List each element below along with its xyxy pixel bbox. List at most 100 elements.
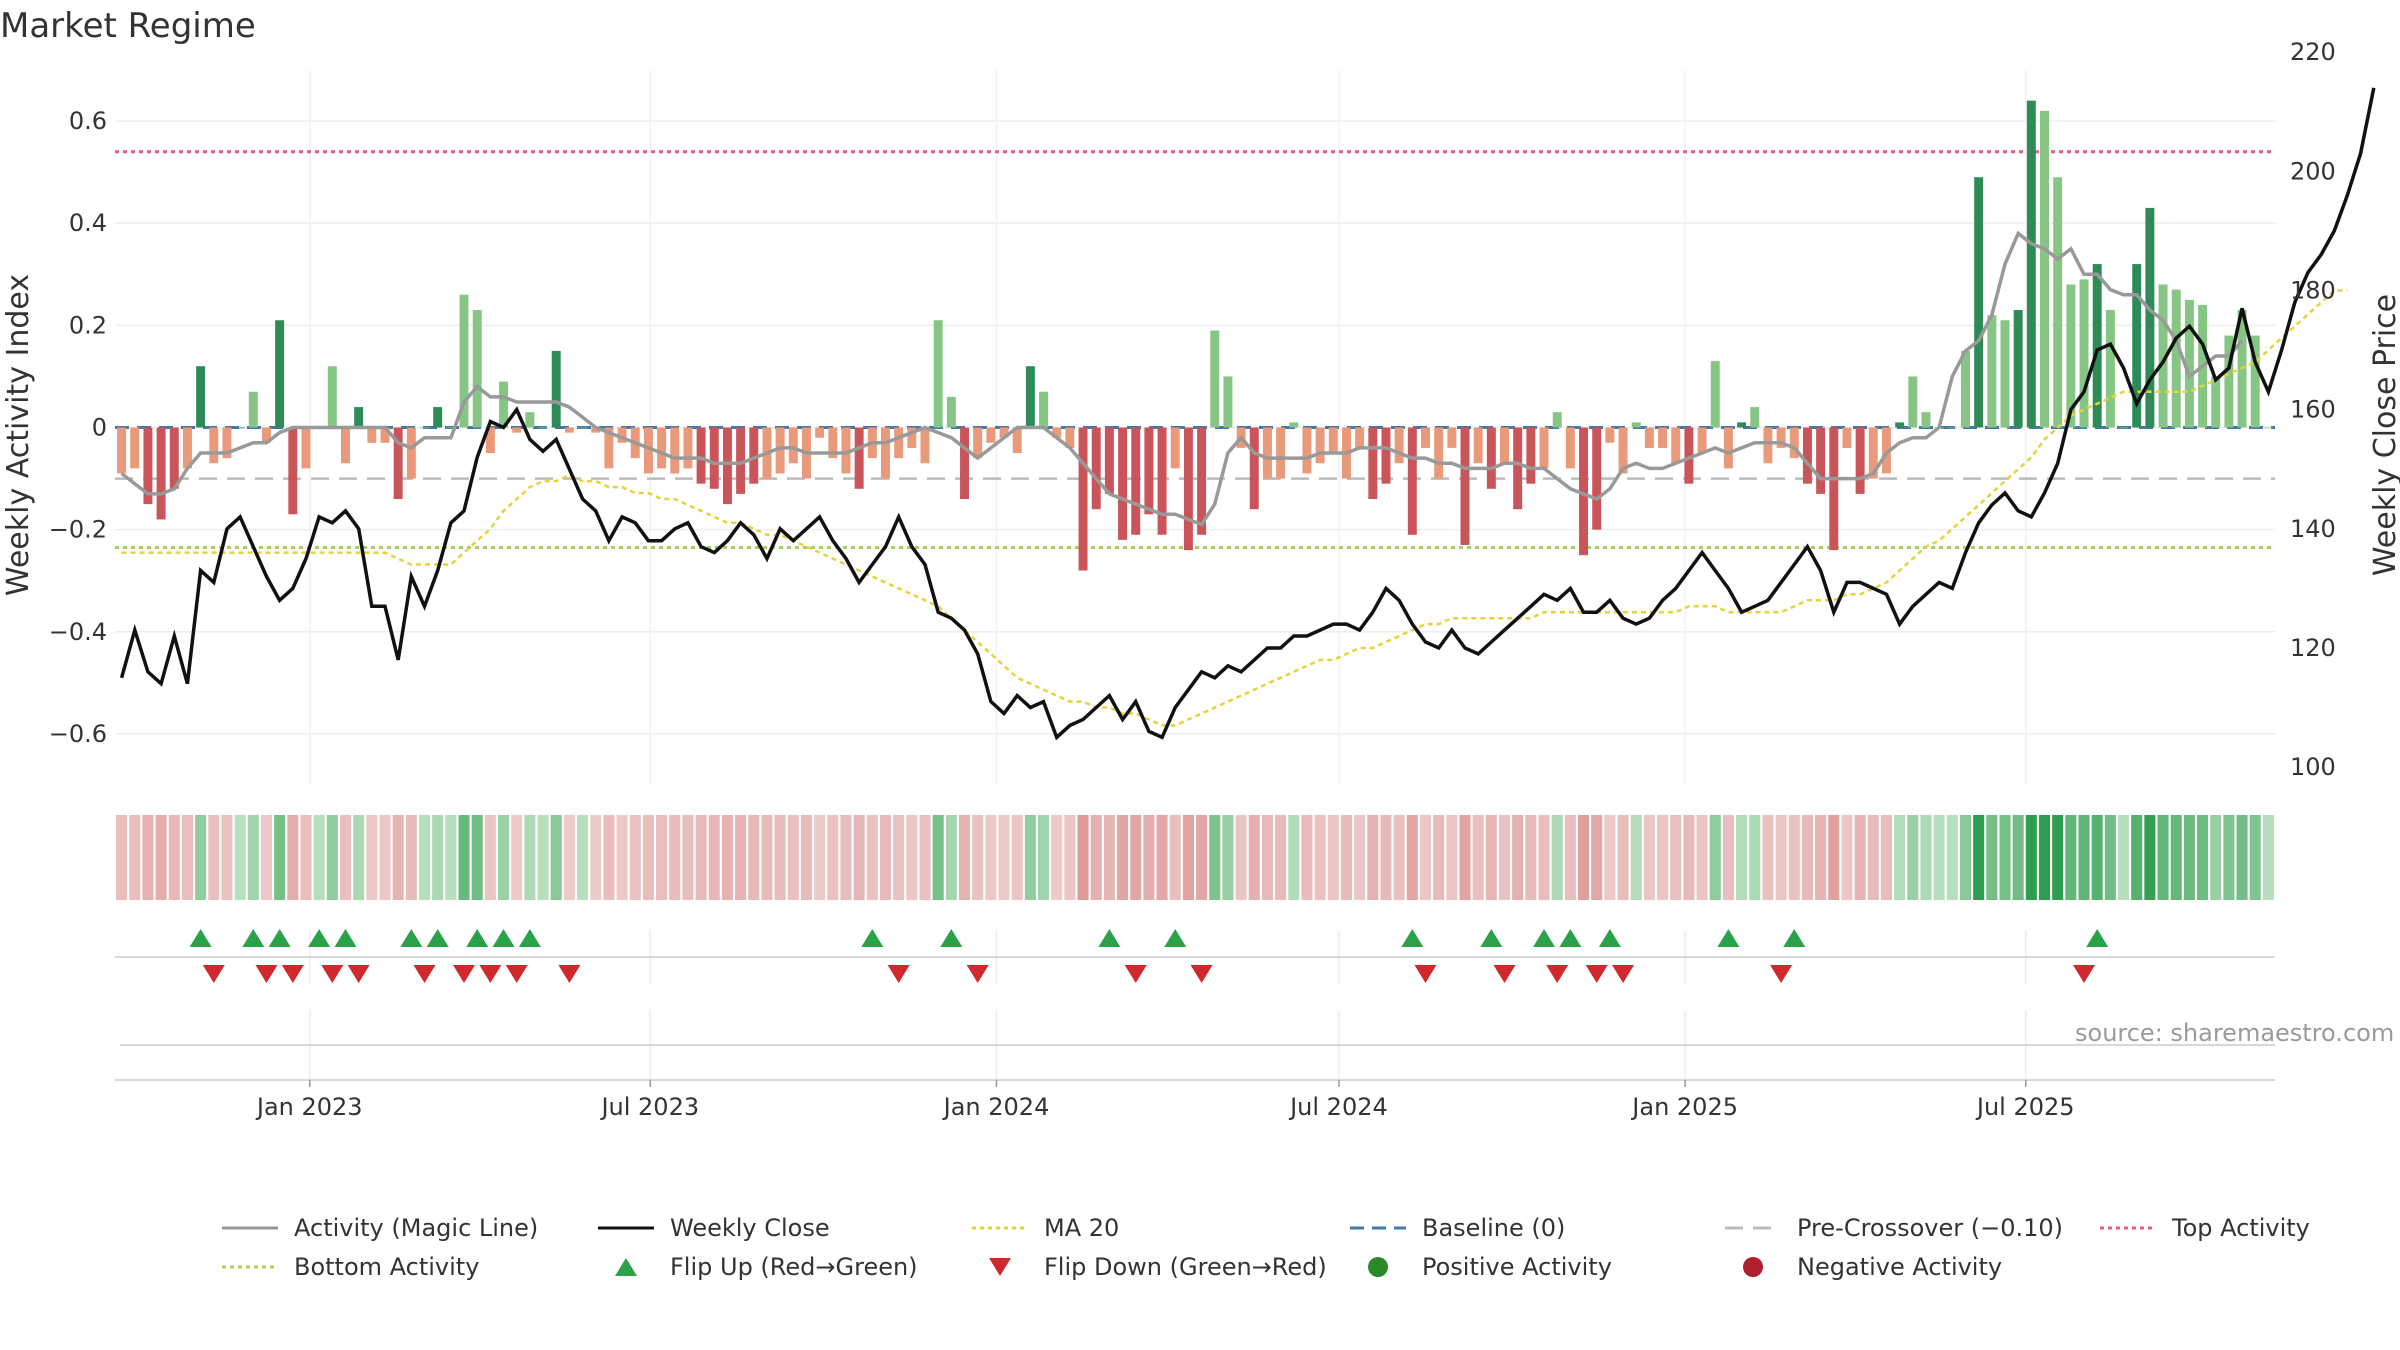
- activity-bar: [1039, 391, 1049, 428]
- legend-item: Baseline (0): [1350, 1214, 1565, 1242]
- heat-cell: [2131, 815, 2143, 900]
- activity-bar: [1631, 422, 1641, 428]
- legend-item: Flip Down (Green→Red): [989, 1253, 1327, 1281]
- heat-cell: [353, 815, 365, 900]
- activity-bar: [1210, 330, 1220, 428]
- heat-cell: [195, 815, 207, 900]
- heat-cell: [326, 815, 338, 900]
- activity-bar: [143, 427, 153, 505]
- heat-cell: [1038, 815, 1050, 900]
- flip-down-marker: [887, 965, 910, 983]
- regime-heat-strip: [116, 815, 2274, 900]
- activity-bar: [1197, 427, 1207, 535]
- flip-up-marker: [2086, 929, 2109, 947]
- flip-down-marker: [413, 965, 436, 983]
- y-axis-label: Weekly Activity Index: [1, 274, 36, 596]
- flip-up-marker: [242, 929, 265, 947]
- activity-bar: [894, 427, 904, 459]
- heat-cell: [1617, 815, 1629, 900]
- heat-cell: [1354, 815, 1366, 900]
- legend-label: Flip Down (Green→Red): [1044, 1253, 1327, 1281]
- x-tick-label: Jul 2023: [599, 1093, 699, 1121]
- activity-bar: [1921, 412, 1931, 428]
- heat-cell: [1959, 815, 1972, 900]
- activity-bar: [2132, 264, 2142, 428]
- heat-cell: [418, 815, 431, 900]
- heat-cell: [1209, 815, 1221, 900]
- heat-cell: [2262, 815, 2274, 900]
- activity-bar: [1671, 427, 1681, 464]
- y-tick-label: 0.2: [69, 311, 107, 339]
- activity-bar: [2158, 284, 2168, 428]
- heat-cell: [379, 815, 391, 900]
- heat-cell: [2197, 815, 2209, 900]
- heat-cell: [1498, 815, 1511, 900]
- flip-down-marker: [321, 965, 344, 983]
- heat-cell: [1380, 815, 1392, 900]
- activity-bar: [1789, 427, 1799, 459]
- y-tick-label: −0.2: [49, 516, 107, 544]
- legend-label: Activity (Magic Line): [294, 1214, 538, 1242]
- heat-cell: [919, 815, 931, 900]
- heat-cell: [603, 815, 615, 900]
- activity-bar: [788, 427, 798, 464]
- heat-cell: [1275, 815, 1287, 900]
- heat-cell: [893, 815, 905, 900]
- heat-cell: [1512, 815, 1524, 900]
- flip-up-marker: [1401, 929, 1424, 947]
- activity-bar: [512, 427, 522, 433]
- heat-cell: [1828, 815, 1840, 900]
- heat-cell: [1393, 815, 1405, 900]
- activity-bar: [367, 427, 377, 443]
- heat-cell: [1894, 815, 1906, 900]
- activity-bar: [1987, 315, 1997, 428]
- legend-swatch: [989, 1258, 1011, 1276]
- activity-bar: [1592, 427, 1602, 530]
- activity-bar: [551, 350, 561, 428]
- heat-cell: [1314, 815, 1326, 900]
- flip-down-marker: [966, 965, 989, 983]
- activity-bar: [1315, 427, 1325, 464]
- activity-bar: [2119, 427, 2129, 429]
- activity-bar: [1223, 376, 1233, 428]
- flip-up-marker: [466, 929, 489, 947]
- activity-bar: [1829, 427, 1839, 551]
- heat-cell: [1169, 815, 1181, 900]
- activity-bar: [881, 427, 890, 479]
- activity-bar: [2145, 207, 2155, 428]
- activity-bar: [1658, 427, 1668, 448]
- heat-cell: [1130, 815, 1142, 900]
- heat-cell: [1182, 815, 1194, 900]
- legend: Activity (Magic Line) Weekly Close MA 20 Ba…: [222, 1214, 2310, 1281]
- flip-down-marker: [505, 965, 528, 983]
- legend-item: MA 20: [972, 1214, 1119, 1242]
- heat-cell: [1736, 815, 1748, 900]
- y-axis-ticks: 0.6 0.4 0.2 0 −0.2 −0.4 −0.6: [49, 107, 107, 748]
- activity-bar: [1157, 427, 1167, 535]
- activity-bar: [1012, 427, 1022, 454]
- heat-cell: [629, 815, 641, 900]
- heat-cell: [2065, 815, 2077, 900]
- activity-bar: [2171, 289, 2181, 428]
- heat-cell: [2038, 815, 2051, 900]
- flip-down-marker: [1770, 965, 1793, 983]
- activity-bar: [156, 427, 166, 520]
- heat-cell: [577, 815, 589, 900]
- activity-bar: [472, 310, 482, 428]
- y2-axis-ticks: 220 200 180 160 140 120 100: [2290, 38, 2336, 781]
- legend-item: Bottom Activity: [222, 1253, 479, 1281]
- heat-cell: [998, 815, 1010, 900]
- y-tick-label: 0.4: [69, 209, 107, 237]
- activity-bar: [2040, 110, 2049, 428]
- activity-bar: [1895, 422, 1905, 428]
- activity-bar: [749, 427, 759, 484]
- heat-cell: [2091, 815, 2103, 900]
- activity-bar: [1289, 422, 1299, 428]
- flip-up-marker: [1783, 929, 1806, 947]
- activity-bar: [578, 427, 588, 429]
- activity-bar: [1355, 427, 1365, 448]
- activity-bar: [130, 427, 140, 469]
- activity-bar: [248, 391, 258, 428]
- legend-label: MA 20: [1044, 1214, 1119, 1242]
